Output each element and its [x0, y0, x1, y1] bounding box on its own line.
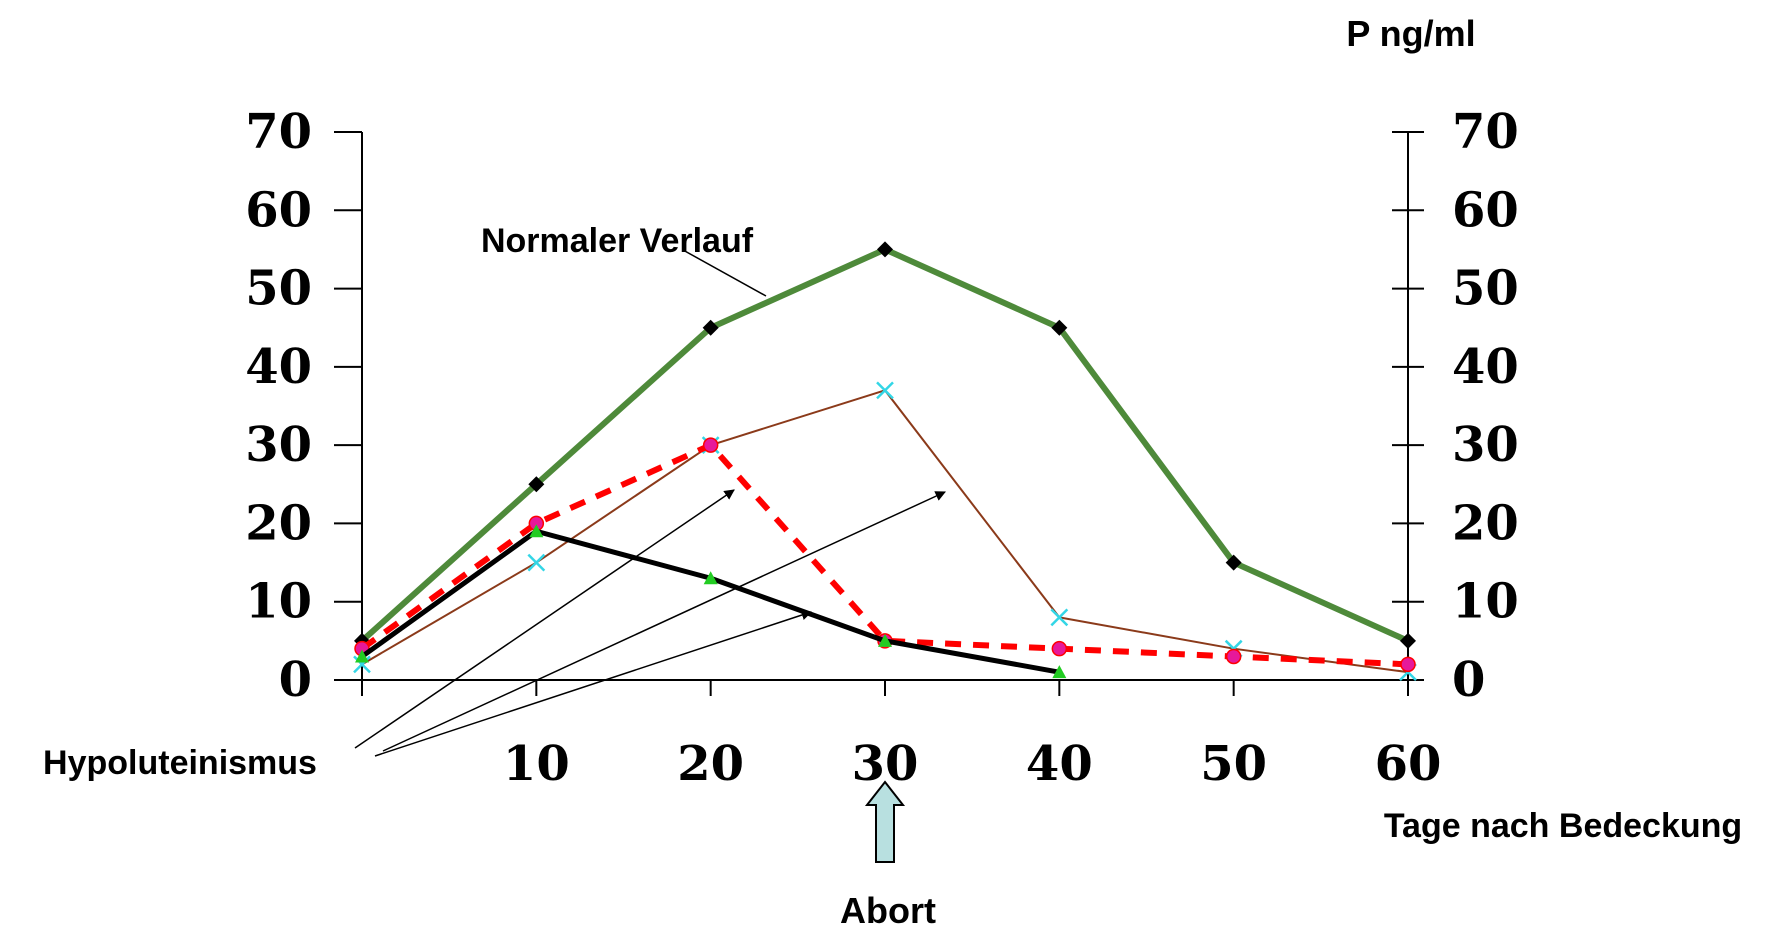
y-tick-label-right: 70 — [1452, 104, 1519, 160]
y-tick-label-left: 50 — [245, 261, 312, 317]
x-axis-label: Tage nach Bedeckung — [1384, 807, 1742, 845]
y-tick-label-left: 20 — [245, 495, 312, 551]
x-tick-label: 40 — [1026, 736, 1093, 792]
marker-stroke — [876, 381, 894, 400]
series-layer — [353, 241, 1417, 682]
y-tick-label-left: 10 — [245, 574, 312, 630]
data-point-red-dashed — [702, 437, 719, 453]
y-tick-label-right: 10 — [1452, 574, 1519, 630]
series-normal — [354, 241, 1416, 649]
arrow-hypoluteinism — [354, 489, 735, 749]
leader-normal-course — [682, 249, 767, 297]
data-point-black — [355, 649, 369, 663]
data-point-red-dashed — [1051, 640, 1068, 657]
data-point-normal — [1225, 554, 1242, 571]
y-tick-label-left: 40 — [245, 339, 312, 395]
abort-arrow — [864, 780, 906, 863]
arrow-hypoluteinism — [374, 609, 812, 757]
arrow-hypoluteinism — [382, 491, 946, 752]
series-line-red-dashed — [360, 442, 1409, 668]
x-tick-label: 60 — [1375, 736, 1442, 792]
data-point-red-dashed — [1225, 648, 1242, 665]
y-tick-label-right: 0 — [1452, 652, 1485, 708]
data-point-black — [703, 571, 718, 585]
data-point-red-dashed — [1400, 656, 1416, 673]
y-tick-label-left: 60 — [245, 182, 312, 238]
data-point-normal — [528, 476, 545, 493]
series-line-black — [360, 528, 1060, 675]
x-tick-label: 50 — [1200, 736, 1267, 792]
annotation-layer — [354, 249, 946, 863]
y-tick-label-right: 20 — [1452, 495, 1519, 551]
y-tick-label-right: 40 — [1452, 339, 1519, 395]
data-point-normal — [702, 319, 719, 336]
data-point-brown — [876, 381, 894, 400]
data-point-normal — [1400, 632, 1416, 649]
data-point-brown — [353, 655, 371, 674]
marker-stroke — [527, 553, 546, 572]
series-line-normal — [359, 246, 1410, 644]
annotation-abortion: Abort — [840, 890, 936, 931]
y-tick-label-right: 50 — [1452, 261, 1519, 317]
y-tick-label-left: 30 — [245, 417, 312, 473]
data-point-normal — [877, 241, 893, 258]
annotation-normal-course: Normaler Verlauf — [481, 222, 754, 260]
data-point-brown — [527, 553, 546, 572]
y-unit-label: P ng/ml — [1346, 13, 1475, 54]
data-point-brown — [1050, 608, 1069, 627]
y-tick-label-left: 0 — [279, 652, 312, 708]
marker-stroke — [353, 655, 371, 674]
y-tick-label-left: 70 — [245, 104, 312, 160]
data-point-black — [878, 633, 892, 647]
marker-stroke — [1050, 608, 1069, 627]
annotation-hypoluteinism: Hypoluteinismus — [43, 744, 317, 782]
data-point-normal — [1051, 319, 1068, 336]
y-tick-label-right: 60 — [1452, 182, 1519, 238]
series-line-brown — [361, 389, 1409, 674]
series-black — [355, 524, 1067, 679]
y-tick-label-right: 30 — [1452, 417, 1519, 473]
x-tick-label: 10 — [503, 736, 570, 792]
data-point-black — [1052, 665, 1067, 679]
x-tick-label: 20 — [677, 736, 744, 792]
data-point-black — [529, 524, 544, 538]
